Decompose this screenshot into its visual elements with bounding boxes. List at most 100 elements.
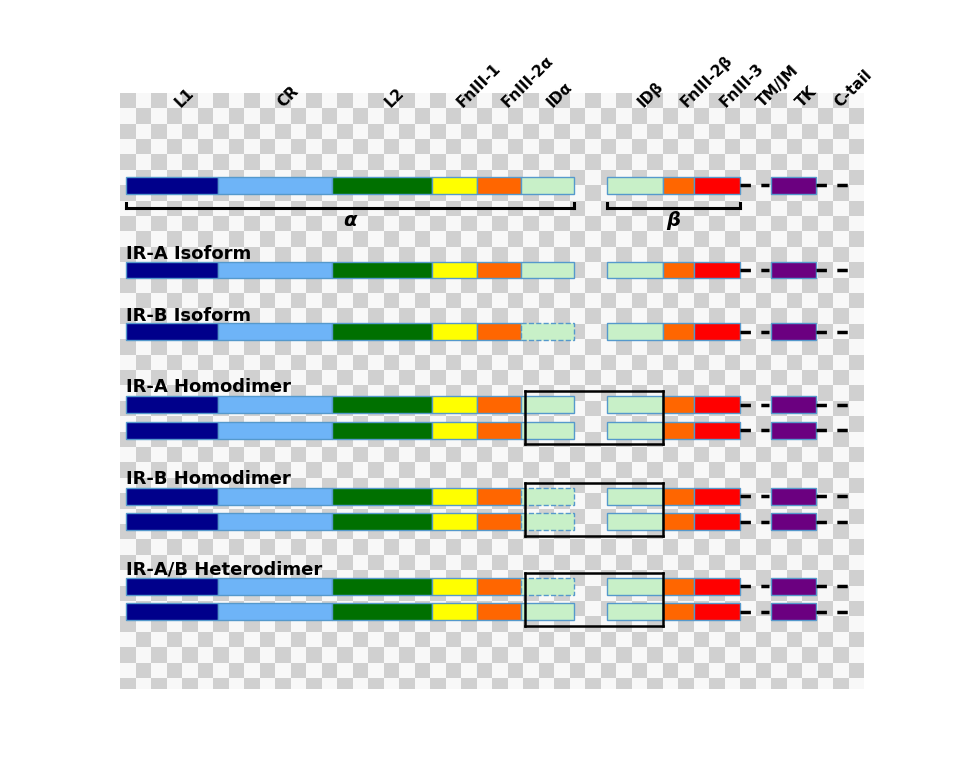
Bar — [182, 493, 198, 509]
Bar — [120, 524, 135, 539]
Bar — [430, 108, 445, 124]
Bar — [198, 694, 213, 709]
Bar — [383, 293, 399, 309]
FancyBboxPatch shape — [218, 578, 332, 595]
Bar — [461, 278, 476, 293]
Bar — [198, 385, 213, 401]
FancyBboxPatch shape — [607, 262, 662, 279]
Bar — [151, 262, 166, 278]
Bar — [833, 262, 849, 278]
Bar — [647, 170, 662, 185]
Bar — [306, 524, 322, 539]
Bar — [430, 200, 445, 216]
Bar — [430, 185, 445, 200]
Bar — [818, 278, 833, 293]
Bar — [244, 293, 259, 309]
Bar — [182, 586, 198, 601]
Bar — [662, 247, 678, 262]
Bar — [383, 509, 399, 524]
Bar — [445, 432, 461, 447]
Bar — [740, 139, 756, 155]
Bar — [198, 601, 213, 616]
FancyBboxPatch shape — [432, 396, 476, 413]
Bar — [539, 93, 554, 108]
Bar — [461, 155, 476, 170]
Bar — [740, 493, 756, 509]
Bar — [616, 200, 632, 216]
Bar — [879, 170, 895, 185]
Bar — [678, 155, 693, 170]
Bar — [213, 247, 228, 262]
Bar — [198, 463, 213, 478]
Bar — [601, 509, 616, 524]
Bar — [213, 200, 228, 216]
Text: CR: CR — [275, 83, 301, 110]
Bar — [492, 570, 508, 586]
Bar — [352, 93, 368, 108]
Bar — [244, 586, 259, 601]
Bar — [228, 509, 244, 524]
Bar — [647, 216, 662, 231]
Bar — [275, 463, 291, 478]
Bar — [725, 231, 740, 247]
Bar — [879, 401, 895, 416]
Bar — [430, 694, 445, 709]
Bar — [601, 616, 616, 632]
Bar — [275, 447, 291, 463]
Bar — [678, 478, 693, 493]
Bar — [539, 570, 554, 586]
Bar — [259, 663, 275, 678]
Bar — [786, 170, 802, 185]
Bar — [337, 663, 352, 678]
Bar — [786, 524, 802, 539]
Bar — [740, 447, 756, 463]
Bar — [182, 231, 198, 247]
Bar — [523, 185, 539, 200]
Bar — [585, 155, 601, 170]
Bar — [430, 616, 445, 632]
Bar — [879, 108, 895, 124]
Bar — [662, 586, 678, 601]
Bar — [415, 463, 430, 478]
Bar — [771, 185, 786, 200]
Bar — [399, 616, 415, 632]
Bar — [244, 93, 259, 108]
Bar — [228, 478, 244, 493]
Bar — [508, 108, 523, 124]
Bar — [849, 155, 864, 170]
Bar — [554, 432, 569, 447]
Bar — [601, 570, 616, 586]
Bar — [818, 231, 833, 247]
Bar — [523, 247, 539, 262]
Bar — [228, 647, 244, 663]
Bar — [569, 632, 585, 647]
Bar — [213, 354, 228, 370]
Bar — [275, 678, 291, 694]
Bar — [786, 447, 802, 463]
Bar — [445, 124, 461, 139]
Bar — [864, 370, 879, 385]
Bar — [461, 632, 476, 647]
Bar — [616, 555, 632, 570]
Bar — [709, 216, 725, 231]
Bar — [725, 463, 740, 478]
Bar — [554, 262, 569, 278]
Bar — [879, 247, 895, 262]
Bar — [352, 231, 368, 247]
Bar — [786, 278, 802, 293]
Bar — [833, 432, 849, 447]
Bar — [322, 678, 337, 694]
Bar — [445, 524, 461, 539]
FancyBboxPatch shape — [521, 604, 574, 620]
Bar — [508, 632, 523, 647]
Bar — [725, 216, 740, 231]
Bar — [647, 293, 662, 309]
Bar — [244, 432, 259, 447]
Bar — [616, 108, 632, 124]
Bar — [461, 509, 476, 524]
Bar — [368, 555, 383, 570]
Bar — [725, 586, 740, 601]
Bar — [120, 447, 135, 463]
Bar — [508, 93, 523, 108]
Bar — [198, 93, 213, 108]
